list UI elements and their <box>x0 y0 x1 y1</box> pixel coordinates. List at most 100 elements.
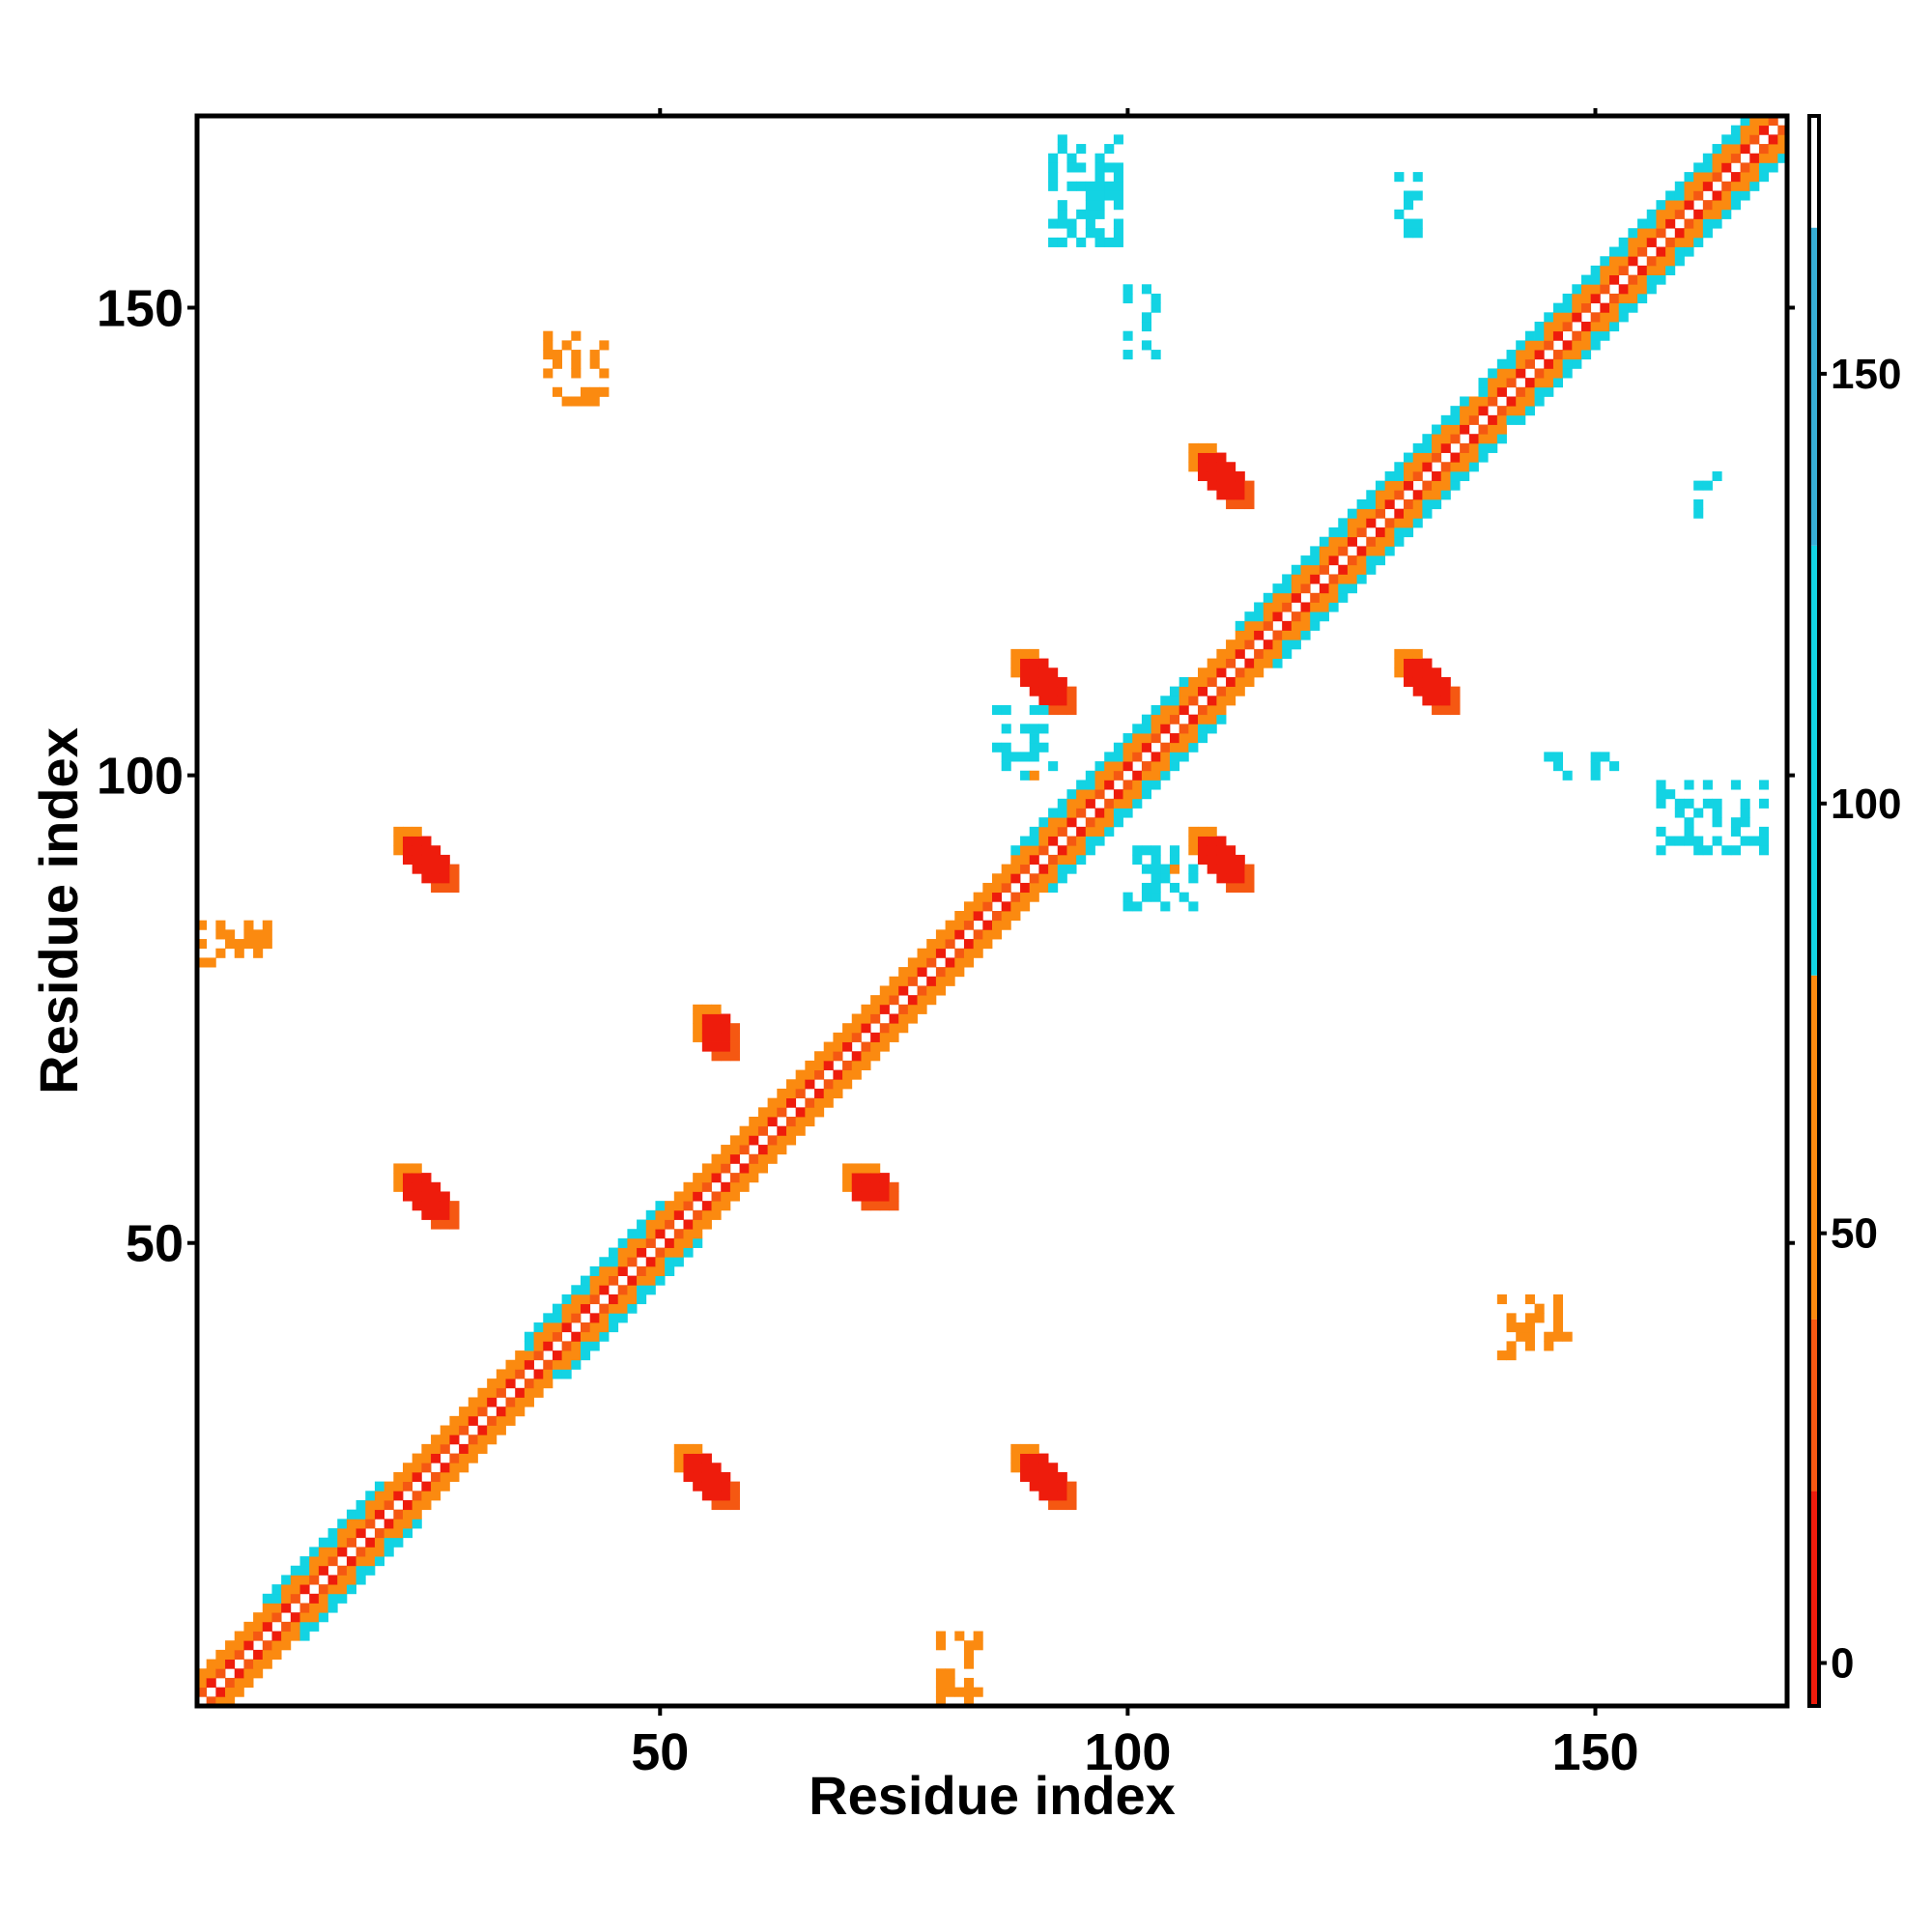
heatmap-cell <box>337 1547 348 1557</box>
heatmap-cell <box>739 1135 750 1146</box>
heatmap-cell <box>1516 340 1526 351</box>
heatmap-cell <box>833 1051 843 1062</box>
heatmap-cell <box>215 1696 226 1707</box>
heatmap-cell <box>515 1397 526 1407</box>
heatmap-cell <box>729 1023 740 1034</box>
heatmap-cell <box>1020 1453 1031 1463</box>
heatmap-cell <box>757 1117 769 1127</box>
heatmap-cell <box>1609 312 1620 323</box>
heatmap-cell <box>1646 274 1657 285</box>
heatmap-cell <box>879 1041 890 1052</box>
heatmap-cell <box>1702 181 1713 191</box>
heatmap-cell <box>1094 817 1105 828</box>
heatmap-cell <box>1468 462 1479 472</box>
heatmap-cell <box>1422 442 1433 453</box>
heatmap-cell <box>1534 396 1545 407</box>
heatmap-cell <box>1562 302 1573 313</box>
heatmap-cell <box>1646 256 1657 267</box>
heatmap-cell <box>637 1265 647 1277</box>
heatmap-cell <box>299 1621 310 1632</box>
heatmap-cell <box>1198 676 1208 688</box>
heatmap-cell <box>935 985 946 996</box>
heatmap-cell <box>1356 574 1367 584</box>
heatmap-cell <box>243 1668 254 1679</box>
heatmap-cell <box>1188 442 1199 453</box>
heatmap-cell <box>627 1257 638 1267</box>
heatmap-cell <box>935 1696 946 1707</box>
heatmap-cell <box>683 1201 694 1211</box>
heatmap-cell <box>627 1247 638 1258</box>
heatmap-cell <box>215 1687 226 1697</box>
heatmap-cell <box>1404 480 1414 491</box>
heatmap-cell <box>1057 676 1067 688</box>
heatmap-cell <box>1580 350 1592 360</box>
heatmap-cell <box>262 1649 272 1660</box>
heatmap-cell <box>1384 546 1395 556</box>
heatmap-cell <box>215 929 226 940</box>
heatmap-cell <box>1338 564 1349 575</box>
heatmap-cell <box>1038 1471 1049 1483</box>
heatmap-cell <box>1216 836 1227 846</box>
heatmap-cell <box>384 1528 394 1539</box>
heatmap-cell <box>1347 527 1358 538</box>
heatmap-cell <box>431 1491 441 1501</box>
heatmap-cell <box>449 1209 460 1220</box>
heatmap-cell <box>533 1331 544 1342</box>
heatmap-cell <box>655 1219 666 1230</box>
heatmap-cell <box>346 1565 356 1576</box>
heatmap-cell <box>1179 742 1189 753</box>
heatmap-cell <box>1198 724 1208 734</box>
heatmap-cell <box>1319 546 1329 556</box>
heatmap-cell <box>1151 761 1161 772</box>
heatmap-cell <box>533 1378 544 1389</box>
heatmap-cell <box>431 1191 441 1202</box>
heatmap-cell <box>1094 181 1105 191</box>
heatmap-cell <box>665 1209 675 1220</box>
heatmap-cell <box>655 1265 666 1277</box>
heatmap-cell <box>393 1519 404 1529</box>
heatmap-cell <box>1544 1331 1554 1342</box>
heatmap-cell <box>1216 686 1227 696</box>
heatmap-cell <box>468 1443 478 1454</box>
heatmap-cell <box>515 1369 526 1379</box>
heatmap-cell <box>589 1331 600 1342</box>
heatmap-cell <box>431 854 441 865</box>
heatmap-cell <box>1020 864 1031 874</box>
heatmap-cell <box>1151 293 1161 304</box>
heatmap-cell <box>533 1322 544 1333</box>
heatmap-cell <box>721 1499 731 1511</box>
heatmap-cell <box>403 826 413 837</box>
heatmap-cell <box>1132 724 1143 734</box>
heatmap-cell <box>580 1285 591 1295</box>
heatmap-cell <box>337 1593 348 1604</box>
heatmap-cell <box>1394 668 1405 678</box>
heatmap-cell <box>1226 854 1236 865</box>
heatmap-cell <box>1665 218 1676 229</box>
heatmap-cell <box>1057 1491 1067 1501</box>
heatmap-cell <box>1160 770 1171 781</box>
heatmap-cell <box>1450 480 1461 491</box>
heatmap-cell <box>1029 704 1039 716</box>
heatmap-cell <box>337 1537 348 1548</box>
heatmap-cell <box>1226 686 1236 696</box>
heatmap-cell <box>1600 284 1610 295</box>
heatmap-cell <box>1216 470 1227 482</box>
heatmap-cell <box>262 920 272 930</box>
heatmap-cell <box>701 1491 712 1501</box>
heatmap-cell <box>729 1173 740 1183</box>
colorbar-band <box>1809 975 1819 1320</box>
heatmap-cell <box>1141 892 1151 902</box>
heatmap-cell <box>1188 742 1199 753</box>
heatmap-cell <box>1777 144 1788 155</box>
heatmap-cell <box>1010 854 1021 865</box>
heatmap-cell <box>290 1593 300 1604</box>
heatmap-cell <box>711 1481 722 1492</box>
heatmap-cell <box>1113 162 1123 173</box>
heatmap-cell <box>393 1509 404 1520</box>
heatmap-cell <box>1758 144 1770 155</box>
heatmap-cell <box>609 1293 619 1305</box>
heatmap-cell <box>1001 742 1011 753</box>
heatmap-cell <box>1010 845 1021 856</box>
heatmap-cell <box>1356 555 1367 566</box>
heatmap-cell <box>421 1191 432 1202</box>
